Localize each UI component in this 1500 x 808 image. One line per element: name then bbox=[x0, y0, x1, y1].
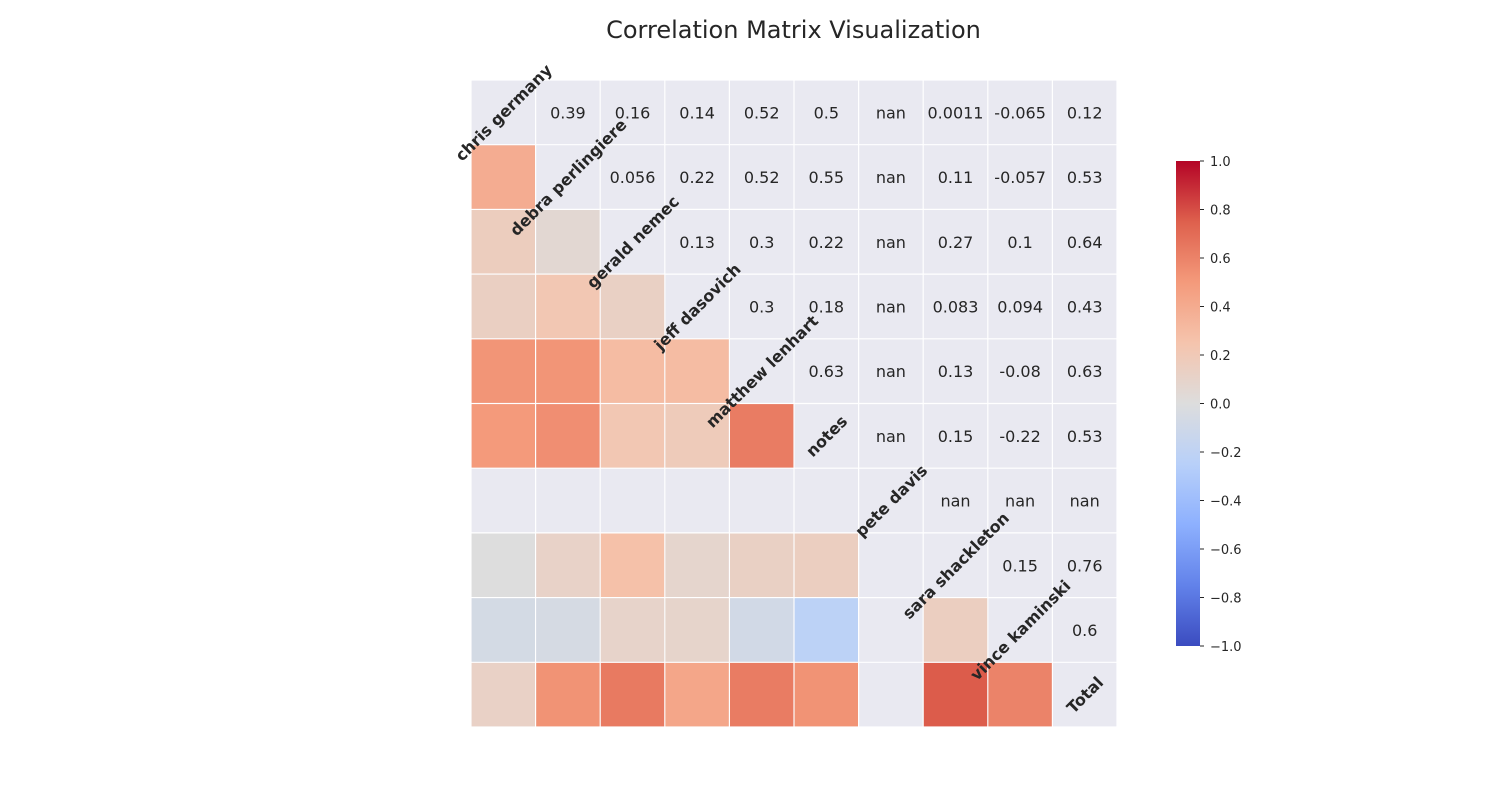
heatmap-cell bbox=[536, 662, 600, 727]
cell-annotation: 0.76 bbox=[1067, 556, 1103, 575]
colorbar-tick-label: 1.0 bbox=[1210, 155, 1231, 170]
cell-annotation: 0.6 bbox=[1072, 621, 1097, 640]
cell-annotation: 0.63 bbox=[808, 362, 844, 381]
heatmap-cell bbox=[730, 662, 794, 727]
cell-annotation: 0.094 bbox=[997, 297, 1043, 316]
cell-annotation: nan bbox=[1070, 492, 1100, 511]
cell-annotation: 0.64 bbox=[1067, 233, 1103, 252]
cell-annotation: 0.52 bbox=[744, 168, 780, 187]
cell-annotation: 0.55 bbox=[808, 168, 844, 187]
cell-annotation: nan bbox=[876, 103, 906, 122]
cell-annotation: 0.3 bbox=[749, 297, 774, 316]
heatmap-cell bbox=[665, 339, 729, 403]
cell-annotation: -0.065 bbox=[994, 103, 1046, 122]
heatmap-cell bbox=[536, 533, 600, 597]
heatmap-cell bbox=[471, 210, 535, 274]
cell-annotation: 0.13 bbox=[938, 362, 974, 381]
cell-annotation: 0.14 bbox=[679, 103, 715, 122]
cell-annotation: 0.63 bbox=[1067, 362, 1103, 381]
colorbar-tick-label: 0.2 bbox=[1210, 349, 1231, 364]
heatmap-cell bbox=[536, 339, 600, 403]
colorbar-tick-label: 0.4 bbox=[1210, 301, 1231, 316]
cell-annotation: 0.056 bbox=[610, 168, 656, 187]
cell-annotation: 0.53 bbox=[1067, 168, 1103, 187]
cell-annotation: -0.08 bbox=[999, 362, 1040, 381]
cell-annotation: 0.18 bbox=[808, 297, 844, 316]
heatmap-cell bbox=[730, 598, 794, 662]
cell-annotation: nan bbox=[876, 168, 906, 187]
heatmap-cell bbox=[536, 598, 600, 662]
cell-annotation: 0.0011 bbox=[928, 103, 984, 122]
cell-annotation: 0.12 bbox=[1067, 103, 1103, 122]
cell-annotation: 0.3 bbox=[749, 233, 774, 252]
heatmap-cell bbox=[471, 662, 535, 727]
cell-annotation: -0.22 bbox=[999, 427, 1040, 446]
cell-annotation: 0.083 bbox=[933, 297, 979, 316]
cell-annotation: 0.15 bbox=[938, 427, 974, 446]
cell-annotation: 0.22 bbox=[808, 233, 844, 252]
cell-annotation: 0.11 bbox=[938, 168, 974, 187]
heatmap-cell bbox=[471, 404, 535, 468]
cell-annotation: -0.057 bbox=[994, 168, 1046, 187]
heatmap-cell bbox=[794, 598, 858, 662]
cell-annotation: 0.52 bbox=[744, 103, 780, 122]
colorbar-tick-label: −0.8 bbox=[1210, 592, 1242, 607]
cell-annotation: 0.13 bbox=[679, 233, 715, 252]
cell-annotation: 0.53 bbox=[1067, 427, 1103, 446]
heatmap-cell bbox=[665, 598, 729, 662]
cell-annotation: 0.39 bbox=[550, 103, 586, 122]
heatmap-cell bbox=[923, 598, 988, 662]
heatmap-cell bbox=[536, 274, 600, 339]
heatmap-cell bbox=[471, 145, 535, 209]
cell-annotation: nan bbox=[876, 297, 906, 316]
heatmap-cell bbox=[794, 662, 858, 727]
heatmap-cell bbox=[665, 404, 729, 468]
cell-annotation: 0.27 bbox=[938, 233, 974, 252]
heatmap-cell bbox=[600, 274, 665, 339]
colorbar-tick-label: 0.6 bbox=[1210, 252, 1231, 267]
cell-annotation: nan bbox=[876, 427, 906, 446]
heatmap-cell bbox=[536, 404, 600, 468]
cell-annotation: nan bbox=[1005, 492, 1035, 511]
colorbar-gradient bbox=[1176, 161, 1200, 646]
cell-annotation: 0.1 bbox=[1007, 233, 1032, 252]
heatmap-cell bbox=[471, 339, 535, 403]
cell-annotation: 0.43 bbox=[1067, 297, 1103, 316]
heatmap-cell bbox=[730, 533, 794, 597]
cell-annotation: 0.15 bbox=[1002, 556, 1038, 575]
heatmap-cell bbox=[600, 404, 665, 468]
colorbar-tick-label: −0.4 bbox=[1210, 495, 1242, 510]
heatmap-cell bbox=[730, 404, 794, 468]
colorbar-tick-label: 0.8 bbox=[1210, 204, 1231, 219]
heatmap-cell bbox=[600, 662, 665, 727]
colorbar-tick-label: −0.6 bbox=[1210, 543, 1242, 558]
heatmap-cell bbox=[471, 598, 535, 662]
heatmap-cell bbox=[600, 598, 665, 662]
heatmap-cell bbox=[600, 533, 665, 597]
heatmap-cell bbox=[471, 533, 535, 597]
cell-annotation: nan bbox=[876, 362, 906, 381]
heatmap-cell bbox=[471, 274, 535, 339]
colorbar-tick-label: 0.0 bbox=[1210, 398, 1231, 413]
heatmap-cell bbox=[665, 662, 729, 727]
colorbar-tick-label: −0.2 bbox=[1210, 446, 1242, 461]
heatmap-cell bbox=[600, 339, 665, 403]
cell-annotation: 0.5 bbox=[814, 103, 839, 122]
heatmap-cell bbox=[923, 662, 988, 727]
heatmap-cell bbox=[988, 662, 1052, 727]
cell-annotation: 0.16 bbox=[615, 103, 651, 122]
heatmap-cell bbox=[794, 533, 858, 597]
cell-annotation: nan bbox=[940, 492, 970, 511]
chart-title: Correlation Matrix Visualization bbox=[606, 16, 981, 44]
cell-annotation: nan bbox=[876, 233, 906, 252]
heatmap-cell bbox=[536, 210, 600, 274]
heatmap-cell bbox=[665, 533, 729, 597]
colorbar-tick-label: −1.0 bbox=[1210, 640, 1242, 655]
cell-annotation: 0.22 bbox=[679, 168, 715, 187]
